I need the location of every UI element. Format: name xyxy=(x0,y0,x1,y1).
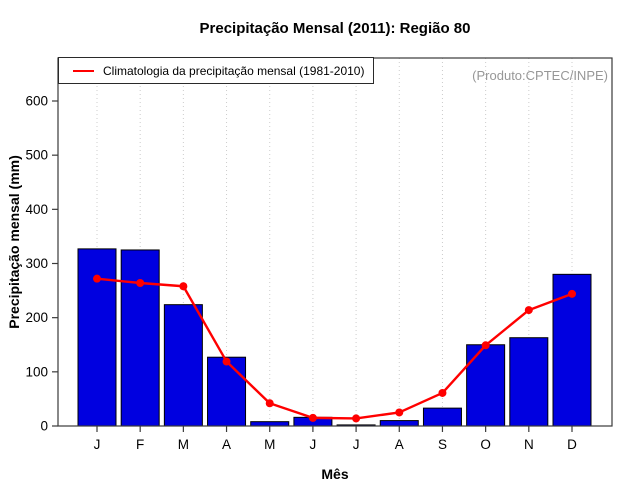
x-tick-label: S xyxy=(438,437,447,452)
x-tick-label: A xyxy=(222,437,231,452)
x-tick-label: O xyxy=(480,437,491,452)
climatology-point-A-7 xyxy=(395,408,404,417)
climatology-point-A-3 xyxy=(222,357,231,366)
climatology-point-O-9 xyxy=(481,341,490,350)
bar-D-11 xyxy=(552,273,592,427)
x-axis-title: Mês xyxy=(321,466,349,482)
precipitation-bars xyxy=(77,248,592,427)
bar-F-1 xyxy=(120,249,160,427)
y-tick-label: 300 xyxy=(25,256,48,271)
y-tick-label: 200 xyxy=(25,310,48,325)
y-tick-label: 100 xyxy=(25,364,48,379)
climatology-point-M-2 xyxy=(179,282,188,291)
y-tick-label: 500 xyxy=(25,148,48,163)
climatology-point-F-1 xyxy=(136,279,145,287)
y-tick-label: 600 xyxy=(25,94,48,109)
climatology-point-M-4 xyxy=(265,399,274,408)
climatology-point-J-0 xyxy=(93,274,101,283)
gridlines xyxy=(96,58,573,426)
x-tick-label: J xyxy=(310,437,317,452)
bar-A-7 xyxy=(379,420,419,427)
x-tick-label: A xyxy=(395,437,404,452)
x-tick-label: M xyxy=(178,437,189,452)
bar-M-2 xyxy=(163,304,203,427)
x-tick-label: J xyxy=(353,437,360,452)
bar-S-8 xyxy=(422,407,462,427)
chart-title: Precipitação Mensal (2011): Região 80 xyxy=(199,20,471,37)
y-tick-label: 0 xyxy=(40,419,48,434)
climatology-point-N-10 xyxy=(524,306,533,315)
legend: Climatologia da precipitação mensal (198… xyxy=(58,57,374,84)
climatology-point-D-11 xyxy=(568,289,576,298)
x-tick-label: F xyxy=(136,437,144,452)
climatology-point-J-5 xyxy=(308,413,317,422)
x-tick-label: M xyxy=(264,437,275,452)
legend-label: Climatologia da precipitação mensal (198… xyxy=(103,63,365,78)
y-tick-label: 400 xyxy=(25,202,48,217)
bar-M-4 xyxy=(250,421,290,427)
bar-O-9 xyxy=(466,344,506,427)
climatology-point-J-6 xyxy=(352,414,361,423)
climatology-point-S-8 xyxy=(438,388,447,397)
x-tick-label: N xyxy=(524,437,534,452)
bar-N-10 xyxy=(509,337,549,427)
x-tick-label: J xyxy=(94,437,101,452)
x-tick-label: D xyxy=(567,437,577,452)
bar-A-3 xyxy=(207,356,247,427)
legend-line-icon xyxy=(73,69,94,72)
product-annotation: (Produto:CPTEC/INPE) xyxy=(472,68,608,83)
climatology-line xyxy=(93,274,576,423)
